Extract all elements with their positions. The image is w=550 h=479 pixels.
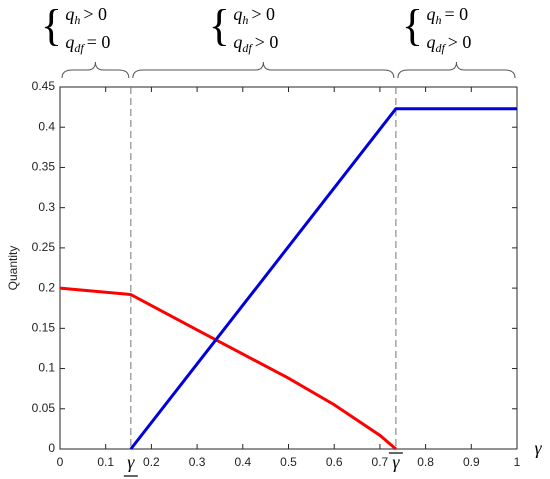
data-line — [129, 107, 517, 450]
region-brace — [132, 61, 395, 79]
x-tick-label: 0.9 — [463, 455, 480, 469]
x-tick-label: 0.4 — [234, 455, 251, 469]
y-tick-label: 0.2 — [38, 280, 55, 294]
y-tick-label: 0.45 — [32, 79, 56, 93]
region-condition: qdf > 0 — [426, 32, 471, 55]
condition-rel: > 0 — [251, 4, 275, 24]
x-tick-label: 0.6 — [326, 455, 343, 469]
condition-rel: = 0 — [87, 32, 111, 52]
marker-tick-label: γ — [127, 452, 135, 472]
x-tick-label: 0.3 — [189, 455, 206, 469]
region-bracket: { — [402, 1, 423, 50]
plot-frame — [59, 86, 518, 450]
condition-sub: df — [74, 41, 85, 55]
y-tick-label: 0.15 — [32, 321, 56, 335]
condition-var: q — [65, 4, 74, 24]
y-tick-label: 0.1 — [38, 361, 55, 375]
condition-rel: = 0 — [444, 4, 468, 24]
x-tick-label: 0.1 — [97, 455, 114, 469]
x-tick-label: 0.7 — [372, 455, 389, 469]
region-condition: qh = 0 — [426, 4, 468, 27]
x-tick-label: 0.2 — [143, 455, 160, 469]
x-axis-label: γ — [534, 438, 542, 458]
y-tick-label: 0.3 — [38, 200, 55, 214]
condition-var: q — [426, 4, 435, 24]
region-condition: qdf > 0 — [233, 32, 278, 55]
condition-sub: h — [74, 13, 80, 27]
region-bracket: { — [41, 1, 62, 50]
marker-tick-label: γ — [392, 452, 400, 472]
y-tick-label: 0.4 — [38, 119, 55, 133]
y-tick-label: 0.25 — [32, 240, 56, 254]
region-condition: qh > 0 — [65, 4, 107, 27]
condition-rel: > 0 — [83, 4, 107, 24]
condition-sub: df — [242, 41, 253, 55]
region-bracket: { — [209, 1, 230, 50]
x-tick-label: 0 — [57, 455, 64, 469]
x-tick-label: 0.5 — [280, 455, 297, 469]
x-tick-label: 1 — [514, 455, 521, 469]
y-tick-label: 0.35 — [32, 160, 56, 174]
y-axis-label: Quantity — [6, 246, 20, 291]
x-tick-label: 0.8 — [417, 455, 434, 469]
condition-var: q — [233, 4, 242, 24]
condition-rel: > 0 — [448, 32, 472, 52]
region-brace — [61, 61, 130, 79]
condition-sub: df — [435, 41, 446, 55]
data-line — [59, 286, 397, 451]
condition-sub: h — [242, 13, 248, 27]
condition-var: q — [233, 32, 242, 52]
region-condition: qdf = 0 — [65, 32, 110, 55]
region-condition: qh > 0 — [233, 4, 275, 27]
condition-var: q — [426, 32, 435, 52]
y-tick-label: 0 — [48, 441, 55, 455]
condition-sub: h — [435, 13, 441, 27]
y-tick-label: 0.05 — [32, 401, 56, 415]
region-brace — [397, 61, 516, 79]
condition-var: q — [65, 32, 74, 52]
condition-rel: > 0 — [255, 32, 279, 52]
